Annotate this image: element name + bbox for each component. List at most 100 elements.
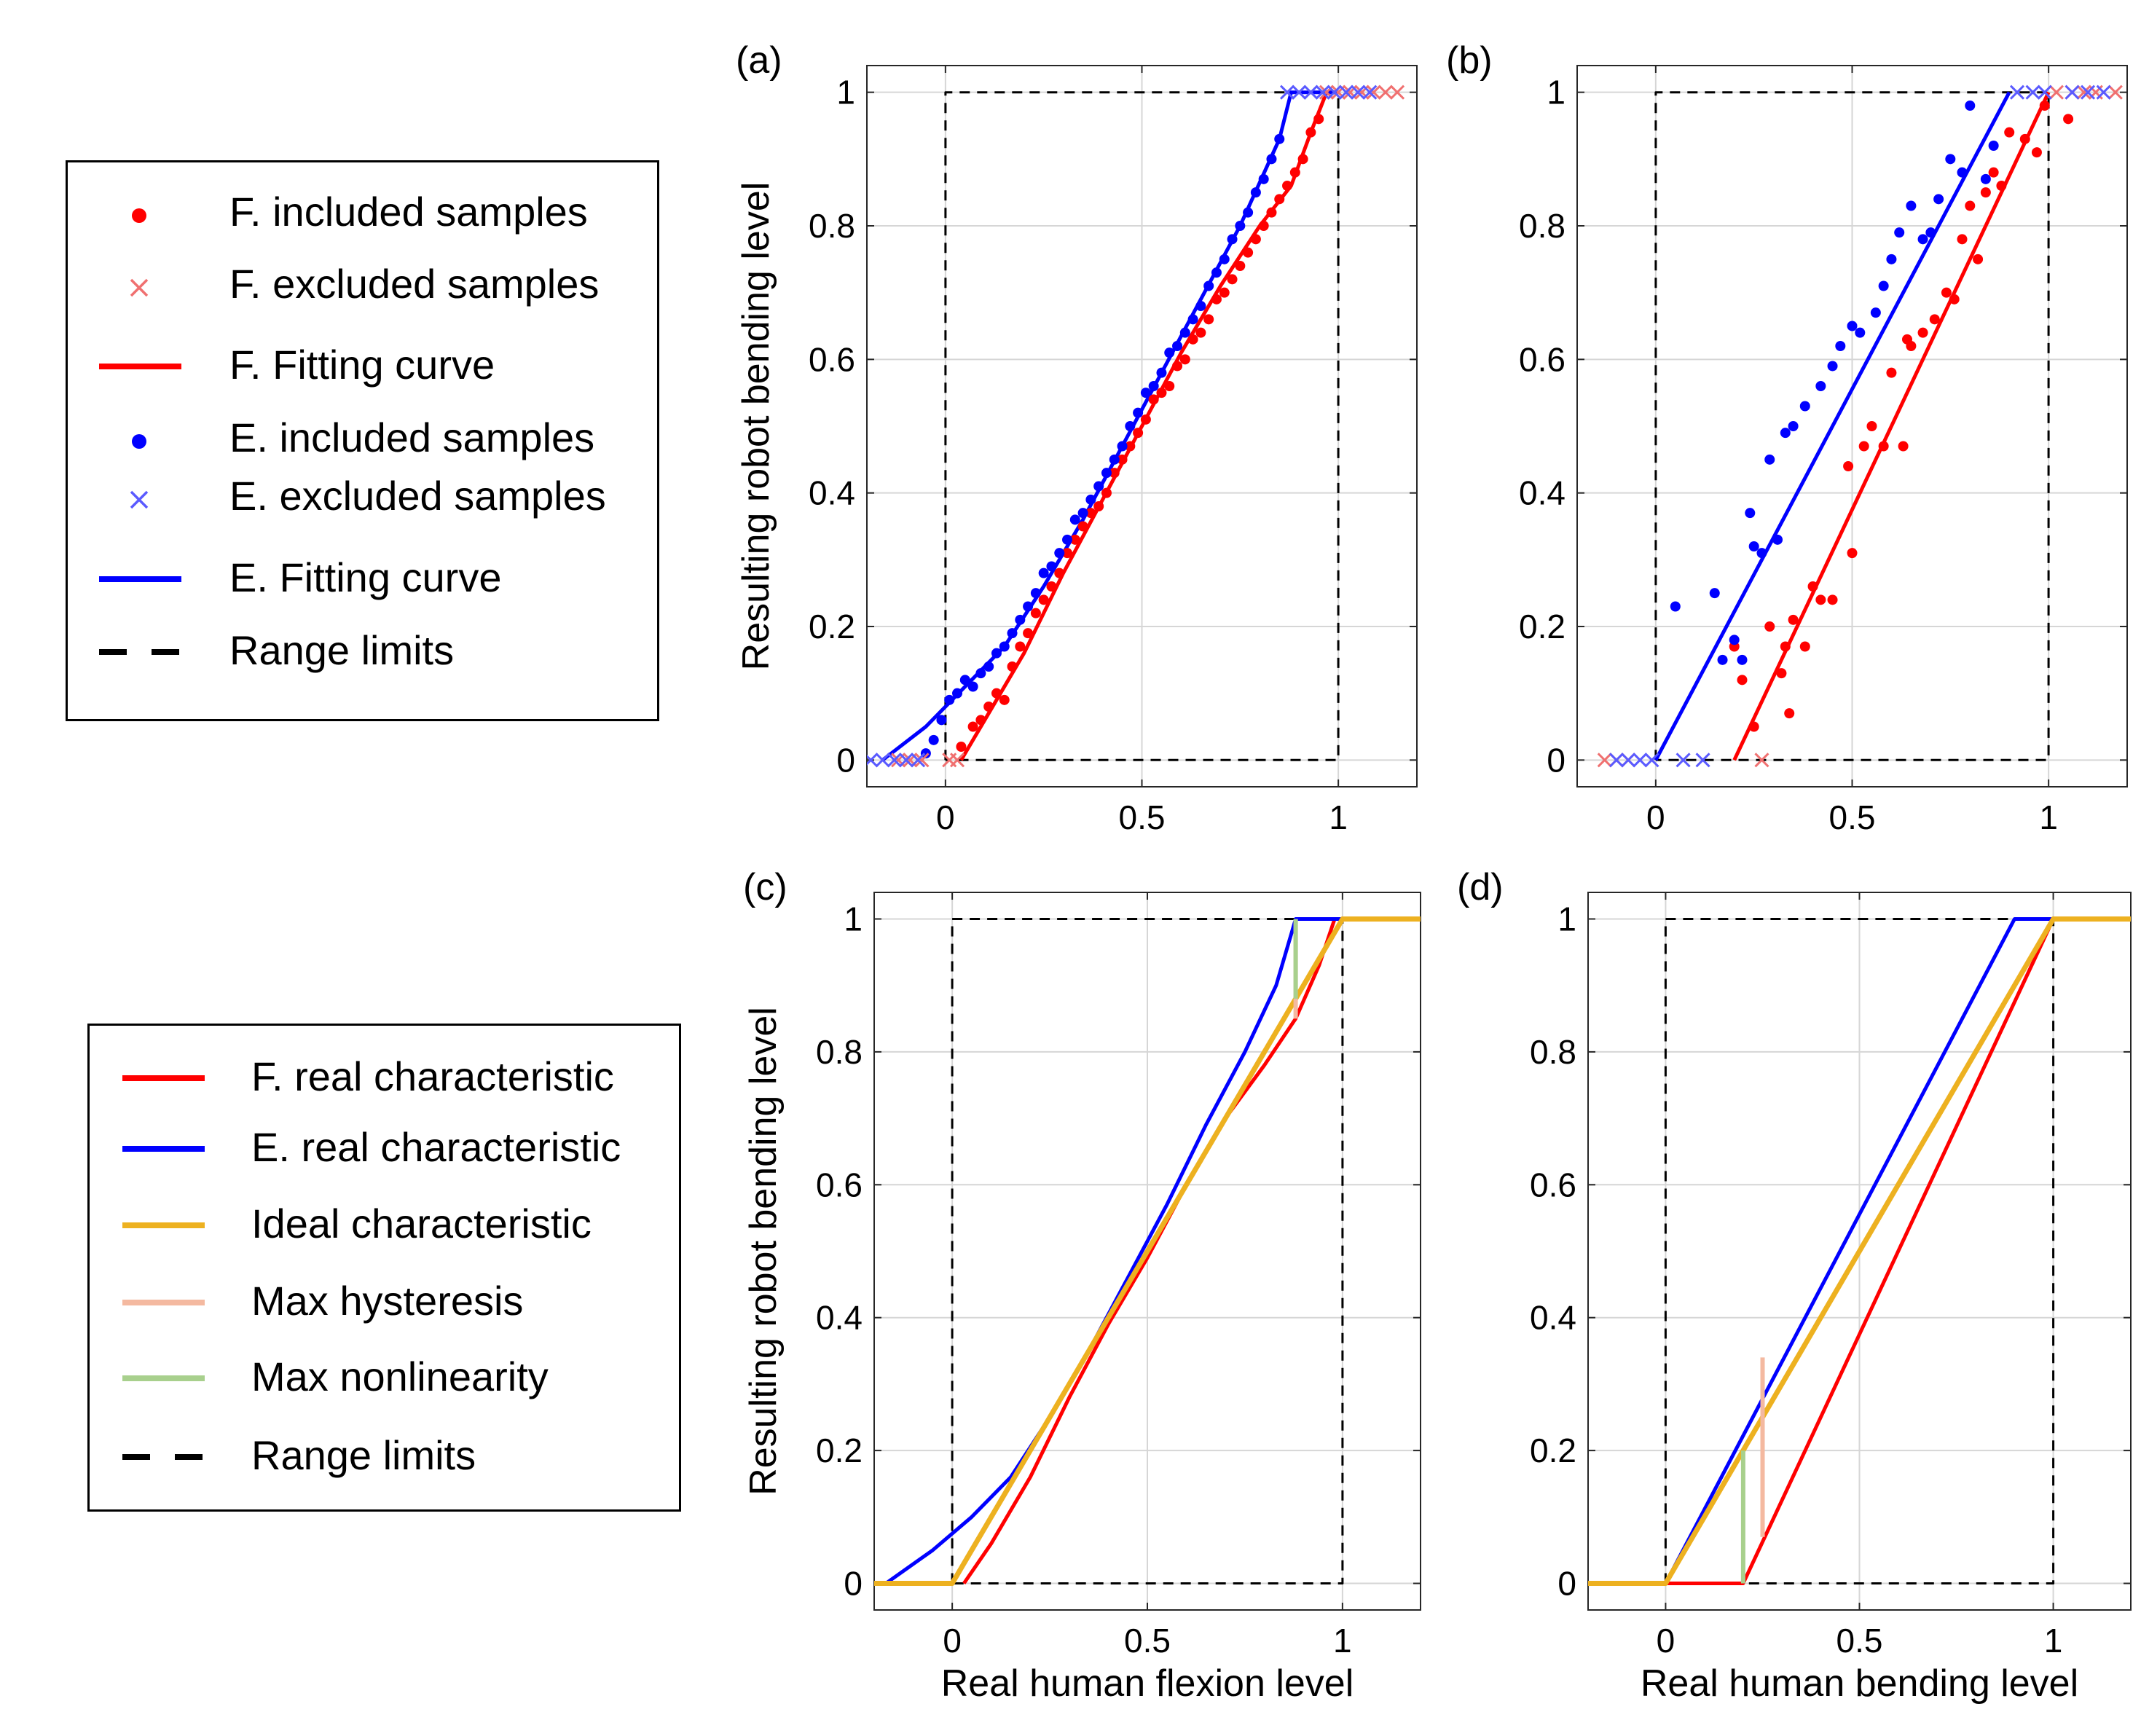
point-f-included-samples [1941, 287, 1952, 298]
point-f-included-samples [1117, 454, 1128, 465]
point-f-included-samples [2004, 127, 2015, 138]
point-f-included-samples [1211, 294, 1222, 305]
point-f-included-samples [1140, 414, 1151, 425]
point-e-included-samples [1925, 227, 1936, 238]
legend-item: E. included samples [68, 409, 657, 467]
point-e-included-samples [1172, 341, 1183, 351]
legend-item: F. excluded samples [68, 255, 657, 313]
point-e-included-samples [1870, 307, 1881, 318]
x-axis-label: Real human bending level [1641, 1662, 2078, 1705]
point-f-included-samples [1748, 721, 1759, 732]
legend-label: F. excluded samples [229, 261, 600, 307]
legend-symbol-dot [132, 208, 146, 223]
point-e-excluded-samples [911, 753, 926, 768]
point-f-included-samples [1133, 428, 1144, 439]
point-e-included-samples [1737, 654, 1748, 665]
point-f-included-samples [975, 715, 986, 726]
series-e-fitting-curve [881, 90, 1339, 762]
y-tick-label: 1 [1547, 74, 1566, 111]
point-e-excluded-samples [867, 753, 879, 768]
point-e-included-samples [928, 734, 939, 745]
point-e-included-samples [1133, 407, 1144, 418]
point-f-included-samples [1195, 327, 1206, 338]
x-tick-label: 0 [943, 1622, 962, 1660]
point-f-included-samples [1156, 388, 1167, 398]
point-f-included-samples [1235, 261, 1246, 271]
point-e-included-samples [936, 715, 947, 726]
y-tick-label: 1 [844, 900, 863, 938]
point-f-included-samples [999, 694, 1010, 705]
legend-label: Max nonlinearity [251, 1354, 549, 1399]
legend-top: F. included samples F. excluded samples F.… [66, 160, 659, 721]
point-e-included-samples [1815, 381, 1826, 391]
point-e-excluded-samples [2037, 85, 2052, 100]
point-f-included-samples [1917, 327, 1928, 338]
panel-label: (c) [743, 866, 787, 908]
point-e-excluded-samples [875, 753, 890, 768]
point-e-excluded-samples [2081, 85, 2096, 100]
x-axis-label: Real human flexion level [941, 1662, 1354, 1705]
panel-label: (a) [736, 39, 782, 82]
point-e-included-samples [1835, 341, 1846, 351]
point-e-excluded-samples [1644, 753, 1659, 768]
point-f-included-samples [1046, 581, 1057, 592]
y-tick-label: 0 [844, 1565, 863, 1603]
point-f-included-samples [1886, 367, 1897, 378]
y-tick-label: 1 [1557, 900, 1576, 938]
point-f-excluded-samples [2048, 85, 2064, 100]
series-ideal-characteristic [1588, 916, 2131, 1586]
point-e-included-samples [1148, 381, 1159, 391]
point-f-included-samples [1219, 287, 1230, 298]
point-e-included-samples [1179, 327, 1190, 338]
point-f-included-samples [1109, 468, 1120, 479]
panel-b: 0 0.5 1 0 0.2 0.4 0.6 0.8 1 (b) [1446, 39, 2128, 836]
point-f-included-samples [1827, 594, 1838, 605]
point-e-included-samples [1788, 421, 1799, 431]
series-f-fitting-curve [1732, 91, 2051, 761]
point-f-included-samples [1038, 594, 1049, 605]
legend-label: Range limits [251, 1432, 476, 1478]
point-e-included-samples [1772, 534, 1783, 545]
y-tick-label: 0.2 [1519, 608, 1566, 645]
legend-label: E. excluded samples [229, 473, 606, 519]
legend-item: F. real characteristic [90, 1048, 679, 1106]
point-f-included-samples [1866, 421, 1877, 431]
legend-symbol-line [122, 1300, 205, 1305]
point-e-excluded-samples [1338, 85, 1354, 100]
y-tick-label: 0.8 [1530, 1033, 1576, 1071]
legend-label: E. included samples [229, 415, 595, 460]
y-tick-label: 0.6 [816, 1166, 863, 1203]
point-f-excluded-samples [1389, 85, 1405, 100]
legend-symbol-cross [130, 490, 149, 509]
point-e-excluded-samples [2096, 85, 2111, 100]
x-tick-label: 0.5 [1829, 798, 1876, 836]
series-f-fitting-curve [959, 90, 1339, 761]
point-f-included-samples [983, 702, 994, 712]
point-e-excluded-samples [898, 753, 914, 768]
point-f-included-samples [2031, 147, 2042, 158]
point-f-included-samples [1305, 127, 1316, 138]
legend-symbol-dot [132, 434, 146, 449]
point-e-included-samples [1957, 167, 1968, 178]
y-tick-label: 0.2 [816, 1431, 863, 1469]
point-f-included-samples [1784, 708, 1795, 719]
point-e-included-samples [1945, 154, 1956, 165]
point-e-included-samples [1878, 280, 1889, 291]
y-tick-label: 0.8 [1519, 207, 1566, 245]
x-tick-label: 1 [1329, 798, 1348, 836]
point-e-included-samples [1274, 133, 1285, 144]
point-e-included-samples [1015, 614, 1026, 625]
y-tick-label: 0 [1557, 1565, 1576, 1603]
point-f-included-samples [1179, 354, 1190, 365]
point-e-included-samples [1219, 254, 1230, 264]
point-f-included-samples [1077, 521, 1088, 532]
x-tick-label: 0.5 [1836, 1622, 1883, 1660]
y-axis-label: Resulting robot bending level [735, 182, 777, 671]
point-e-included-samples [1211, 267, 1222, 278]
point-f-included-samples [1737, 675, 1748, 686]
legend-item: Max hysteresis [90, 1272, 679, 1330]
point-f-included-samples [1172, 361, 1183, 372]
point-e-included-samples [1195, 301, 1206, 311]
point-e-excluded-samples [1327, 85, 1342, 100]
